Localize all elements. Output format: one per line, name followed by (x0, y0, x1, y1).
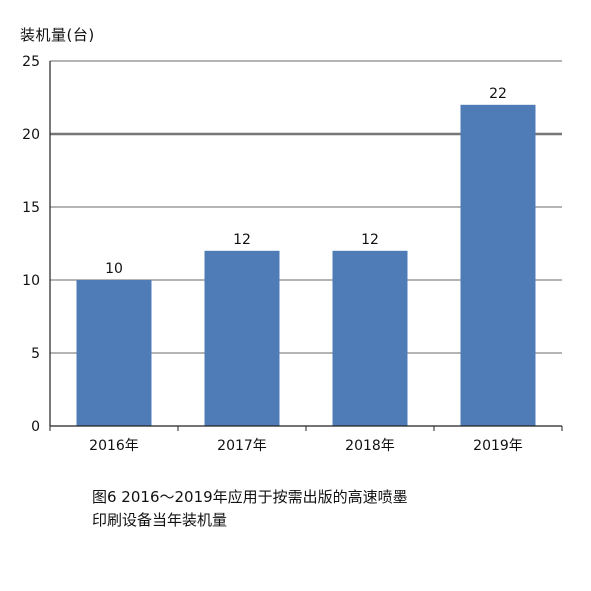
x-tick-label: 2018年 (345, 438, 395, 454)
y-tick-label: 0 (31, 419, 40, 435)
y-tick-label: 5 (31, 346, 40, 362)
y-tick-label: 20 (22, 127, 40, 143)
data-label: 12 (233, 232, 251, 248)
x-tick-label: 2017年 (217, 438, 267, 454)
bars (76, 104, 536, 427)
y-tick-label: 10 (22, 273, 40, 289)
x-tick-label: 2019年 (473, 438, 523, 454)
caption-line-1: 图6 2016～2019年应用于按需出版的高速喷墨 (92, 488, 408, 506)
axes (49, 61, 563, 431)
x-tick-label: 2016年 (89, 438, 139, 454)
bar (204, 250, 280, 426)
bar (332, 250, 408, 426)
data-label: 12 (361, 232, 379, 248)
chart-labels: 0 5 10 15 20 25 10 2016年 12 2017年 12 2018年 22 2019年 (22, 54, 523, 454)
bar (460, 104, 536, 427)
y-tick-label: 15 (22, 200, 40, 216)
figure-caption: 图6 2016～2019年应用于按需出版的高速喷墨 印刷设备当年装机量 (92, 486, 408, 532)
bar (76, 280, 152, 426)
y-tick-label: 25 (22, 54, 40, 70)
data-label: 10 (105, 261, 123, 277)
caption-line-2: 印刷设备当年装机量 (92, 511, 228, 529)
data-label: 22 (489, 86, 507, 102)
y-axis-title: 装机量(台) (20, 26, 95, 44)
